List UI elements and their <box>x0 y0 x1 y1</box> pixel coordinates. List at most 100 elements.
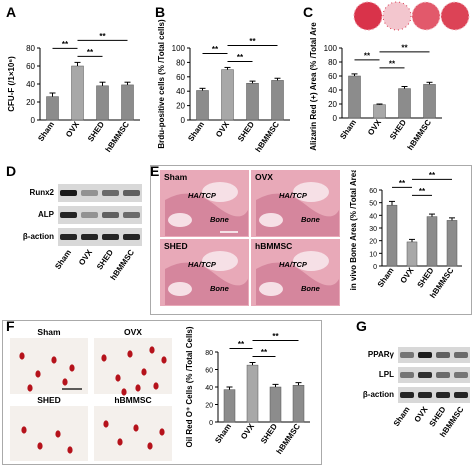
oil-red-group-label: OVX <box>124 327 142 337</box>
x-tick-label: Sham <box>338 118 358 141</box>
significance-bracket: ** <box>412 187 432 196</box>
significance-bracket: ** <box>227 37 278 46</box>
significance-label: ** <box>389 59 396 68</box>
x-tick-label: OVX <box>64 119 81 139</box>
panel-letter-d: D <box>6 163 17 179</box>
x-tick-label: Sham <box>36 120 56 143</box>
y-tick-label: 0 <box>209 420 213 427</box>
blot-band <box>400 392 414 398</box>
blot-band <box>60 212 77 218</box>
blot-row-label: β-action <box>23 232 54 241</box>
lipid-droplet <box>19 352 25 360</box>
blot-band <box>400 372 414 378</box>
blot-band <box>400 352 414 358</box>
bar-hbmmsc <box>423 84 436 119</box>
significance-label: ** <box>238 340 245 349</box>
error-bar <box>429 213 435 217</box>
y-tick-label: 10 <box>369 251 377 258</box>
lipid-droplet <box>21 426 27 434</box>
histology-tag-bone: Bone <box>210 215 229 224</box>
oil-red-grid: Sham OVX SHED hBMMSC <box>10 327 172 462</box>
western-blot-g: PPARγ LPL β-action Sham OVX SHED hBMMSC <box>358 335 474 463</box>
x-tick-label: SHED <box>236 120 256 144</box>
y-tick-label: 60 <box>26 62 35 71</box>
blot-band <box>102 190 119 196</box>
blot-band <box>454 352 468 358</box>
error-bar <box>199 87 206 91</box>
y-tick-label: 0 <box>373 264 377 271</box>
y-tick-label: 40 <box>369 213 377 220</box>
panel-e-frame <box>150 165 472 315</box>
lipid-droplet <box>117 438 123 446</box>
x-tick-label: Sham <box>213 422 233 445</box>
blot-band <box>454 392 468 398</box>
blot-lane-label: Sham <box>53 248 73 271</box>
lipid-droplet <box>141 368 147 376</box>
blot-band <box>418 372 432 378</box>
y-tick-label: 20 <box>328 100 337 109</box>
bar-hbmmsc <box>446 220 458 267</box>
blot-strip <box>398 367 470 383</box>
x-tick-label: OVX <box>239 421 256 441</box>
blot-band <box>436 392 450 398</box>
histology-tag-hatcp: HA/TCP <box>279 191 308 200</box>
error-bar <box>74 61 81 66</box>
blot-band <box>60 190 77 196</box>
error-bar <box>124 81 131 85</box>
lipid-droplet <box>159 428 165 436</box>
lipid-droplet <box>161 356 167 364</box>
oil-red-tile-shed: SHED <box>10 395 88 462</box>
y-tick-label: 20 <box>205 403 213 410</box>
y-tick-label: 20 <box>369 239 377 246</box>
significance-label: ** <box>261 348 268 357</box>
lipid-droplet <box>27 384 33 392</box>
y-tick-label: 80 <box>205 350 213 357</box>
blot-strip <box>398 347 470 363</box>
histology-group-label: SHED <box>164 241 188 251</box>
blot-lane-label: Sham <box>392 405 412 428</box>
significance-label: ** <box>99 32 106 41</box>
significance-label: ** <box>399 179 406 188</box>
x-tick-label: OVX <box>214 119 231 139</box>
significance-bracket: ** <box>392 179 412 188</box>
blot-lane-label: OVX <box>77 247 94 267</box>
lipid-droplet <box>37 442 43 450</box>
significance-label: ** <box>429 171 436 180</box>
y-tick-label: 60 <box>205 368 213 375</box>
blot-row-label: Runx2 <box>30 188 55 197</box>
significance-label: ** <box>272 332 279 341</box>
blot-row-label: PPARγ <box>368 350 395 359</box>
significance-bracket: ** <box>202 45 228 54</box>
blot-band <box>418 392 432 398</box>
y-tick-label: 80 <box>176 58 185 67</box>
lipid-droplet <box>69 364 75 372</box>
oil-red-tile-sham: Sham <box>10 327 88 394</box>
lipid-droplet <box>55 430 61 438</box>
dish-sham <box>353 1 383 31</box>
bar-sham <box>46 96 59 121</box>
error-bar <box>249 362 256 366</box>
significance-bracket: ** <box>252 332 299 341</box>
x-tick-label: SHED <box>388 118 408 142</box>
x-tick-label: SHED <box>416 266 436 290</box>
significance-bracket: ** <box>227 53 253 62</box>
error-bar <box>272 383 279 387</box>
bar-ovx <box>373 104 386 119</box>
lipid-droplet <box>51 356 57 364</box>
x-tick-label: hBMMSC <box>104 120 132 154</box>
x-tick-label: hBMMSC <box>254 120 282 154</box>
x-tick-label: SHED <box>259 422 279 446</box>
blot-band <box>81 234 98 240</box>
error-bar <box>401 86 408 89</box>
histology-grid: ShamHA/TCPBoneOVXHA/TCPBoneSHEDHA/TCPBon… <box>160 170 340 306</box>
alizarin-dish-images <box>353 1 470 31</box>
significance-label: ** <box>62 40 69 49</box>
y-tick-label: 40 <box>26 80 35 89</box>
error-bar <box>224 66 231 70</box>
panel-letter-e: E <box>150 163 160 179</box>
error-bar <box>409 238 415 242</box>
bar-ovx <box>221 69 234 121</box>
histology-group-label: Sham <box>164 172 188 182</box>
